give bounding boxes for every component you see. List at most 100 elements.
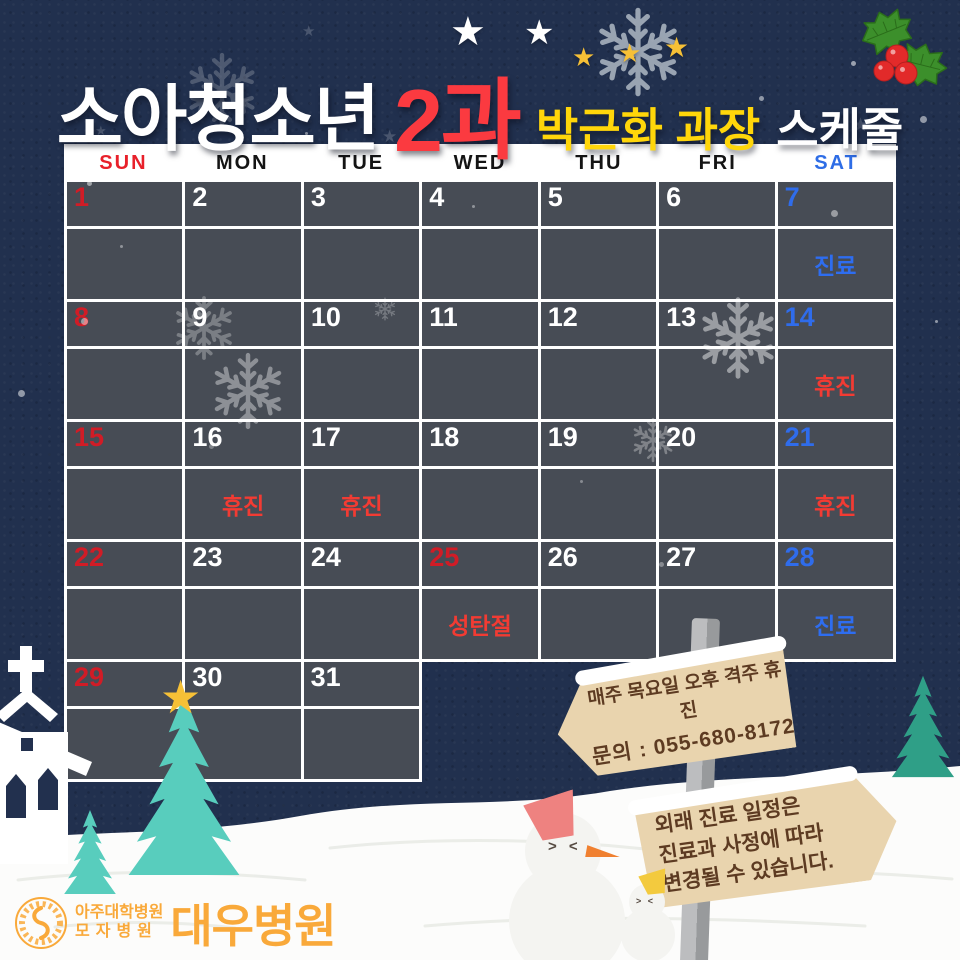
title-department: 소아청소년 — [56, 80, 380, 160]
calendar-week-row: 1 2 3 4 5 6 7 진료 — [64, 182, 896, 302]
date-cell-20: 20 — [659, 422, 775, 466]
date-cell-5: 5 — [540, 182, 657, 226]
schedule-note-14: 휴진 — [777, 349, 893, 419]
date-cell-11: 11 — [422, 302, 538, 346]
date-cell-29: 29 — [67, 662, 183, 706]
star-icon: ★ — [450, 10, 486, 54]
schedule-empty-13 — [659, 349, 775, 419]
date-cell-10: 10 — [303, 302, 420, 346]
title-section-number: 2과 — [393, 71, 522, 170]
day-header-thu: THU — [575, 151, 623, 174]
schedule-empty-12 — [540, 349, 657, 419]
hospital-group-line2: 모자병원 — [75, 923, 158, 940]
date-cell-24: 24 — [303, 542, 420, 586]
date-cell-28: 28 — [777, 542, 893, 586]
schedule-empty-5 — [540, 229, 657, 299]
snowman-eyes: > < — [548, 838, 582, 855]
church-illustration — [0, 646, 92, 864]
schedule-note-17: 휴진 — [303, 469, 420, 539]
date-cell-15: 15 — [67, 422, 183, 466]
snowflake-icon — [628, 415, 678, 465]
schedule-empty-15 — [67, 469, 183, 539]
schedule-empty-24 — [303, 589, 420, 659]
schedule-empty-30 — [185, 709, 301, 779]
schedule-empty-4 — [422, 229, 538, 299]
schedule-empty-23 — [185, 589, 301, 659]
date-cell-19: 19 — [540, 422, 657, 466]
date-cell-18: 18 — [422, 422, 538, 466]
date-cell-30: 30 — [185, 662, 301, 706]
day-header-sun: SUN — [99, 151, 148, 174]
date-cell-25: 25 — [422, 542, 538, 586]
pine-tree-icon — [884, 658, 960, 795]
calendar-grid: 1 2 3 4 5 6 7 진료 8 9 10 11 12 13 14 휴진 15 16 17 18 19 20 21 휴진 휴… — [64, 182, 896, 782]
date-cell-7: 7 — [777, 182, 893, 226]
date-cell-27: 27 — [659, 542, 775, 586]
date-cell-2: 2 — [185, 182, 301, 226]
snowflake-icon — [372, 296, 398, 322]
day-header-tue: TUE — [338, 151, 385, 174]
date-cell-6: 6 — [659, 182, 775, 226]
calendar-day-header-row: SUN MON TUE WED THU FRI SAT — [64, 144, 896, 182]
schedule-note-25: 성탄절 — [422, 589, 538, 659]
schedule-empty-2 — [185, 229, 301, 299]
schedule-empty-22 — [67, 589, 183, 659]
day-header-wed: WED — [453, 151, 507, 174]
star-icon: ★ — [524, 14, 555, 52]
date-cell-3: 3 — [303, 182, 420, 226]
title-doctor-name: 박근화 과장 — [535, 104, 761, 156]
page-title: 소아청소년 2과 박근화 과장 스케줄 — [0, 38, 960, 170]
star-icon: ★ — [572, 42, 596, 72]
holly-decoration — [861, 8, 948, 87]
date-cell-12: 12 — [540, 302, 657, 346]
day-header-fri: FRI — [698, 151, 737, 174]
schedule-empty-31 — [303, 709, 419, 779]
schedule-empty-19 — [540, 469, 657, 539]
date-cell-23: 23 — [185, 542, 301, 586]
schedule-empty-10 — [303, 349, 420, 419]
star-icon: ★ — [95, 123, 107, 138]
date-cell-16: 16 — [185, 422, 301, 466]
star-icon: ★ — [302, 23, 316, 40]
schedule-note-21: 휴진 — [777, 469, 893, 539]
star-icon: ★ — [382, 127, 398, 146]
star-icon: ★ — [664, 32, 690, 63]
day-header-sat: SAT — [814, 151, 859, 174]
schedule-empty-6 — [659, 229, 775, 299]
schedule-empty-20 — [659, 469, 775, 539]
star-icon: ★ — [233, 91, 251, 113]
date-cell-17: 17 — [303, 422, 420, 466]
calendar-week-row: 22 23 24 25 26 27 28 성탄절 진료 — [64, 542, 896, 662]
date-cell-1: 1 — [67, 182, 183, 226]
pine-tree-icon — [52, 810, 128, 894]
hospital-logo: 아주대학병원 모자병원 대우병원 — [14, 890, 337, 956]
snow-dots-decoration — [0, 0, 3, 3]
date-cell-31: 31 — [303, 662, 419, 706]
date-cell-26: 26 — [540, 542, 657, 586]
schedule-note-16: 휴진 — [185, 469, 301, 539]
calendar-week-row: 29 30 31 — [64, 662, 422, 782]
schedule-note-28: 진료 — [777, 589, 893, 659]
calendar-week-row: 8 9 10 11 12 13 14 휴진 — [64, 302, 896, 422]
tree-star-icon: ★ — [160, 671, 202, 723]
schedule-empty-8 — [67, 349, 183, 419]
star-icon: ★ — [852, 115, 870, 136]
schedule-empty-1 — [67, 229, 183, 299]
date-cell-22: 22 — [67, 542, 183, 586]
hospital-name: 대우병원 — [170, 900, 336, 952]
day-header-mon: MON — [215, 151, 269, 174]
date-cell-21: 21 — [777, 422, 893, 466]
schedule-empty-26 — [540, 589, 657, 659]
hospital-emblem-icon — [15, 897, 67, 949]
calendar: SUN MON TUE WED THU FRI SAT 1 2 3 4 5 6 7 진료 8 9 10 11 12 1… — [64, 144, 896, 782]
title-schedule-word: 스케줄 — [776, 104, 904, 156]
calendar-week-row: 15 16 17 18 19 20 21 휴진 휴진 휴진 — [64, 422, 896, 542]
schedule-note-7: 진료 — [777, 229, 893, 299]
schedule-empty-3 — [303, 229, 420, 299]
schedule-empty-18 — [422, 469, 538, 539]
hospital-group-line1: 아주대학병원 — [75, 904, 164, 922]
date-cell-8: 8 — [67, 302, 183, 346]
star-icon: ★ — [618, 38, 642, 68]
snowflake-icon — [205, 348, 291, 434]
